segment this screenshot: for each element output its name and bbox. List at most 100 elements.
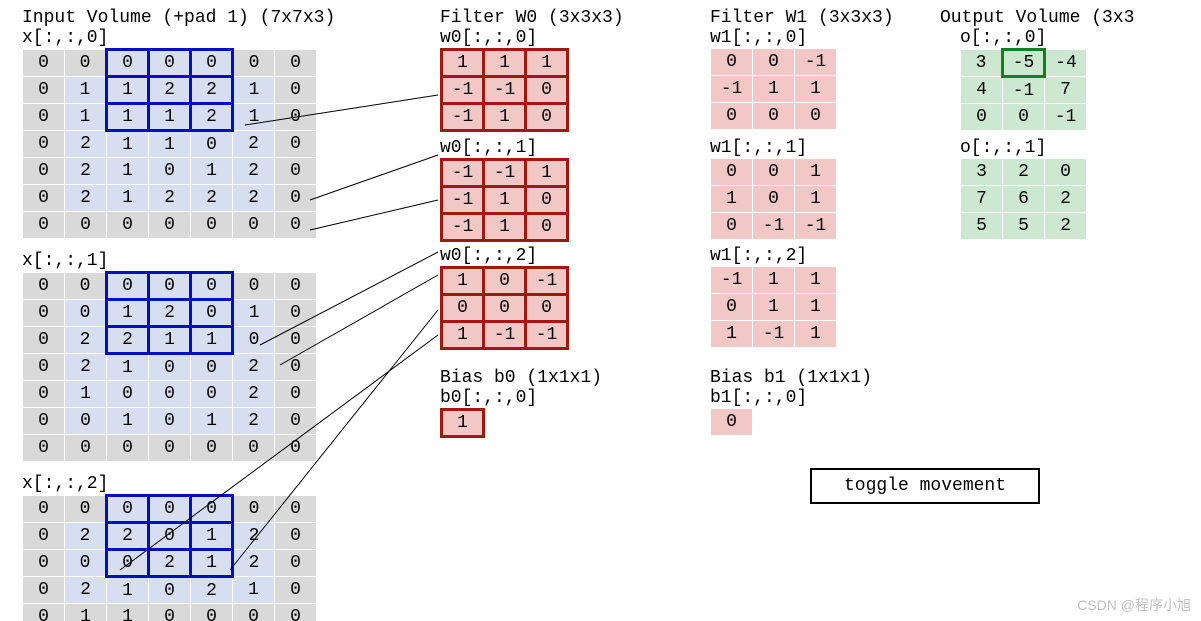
label-w0-0: w0[:,:,0] bbox=[440, 28, 537, 48]
cell: 2 bbox=[65, 131, 107, 158]
cell: 2 bbox=[65, 185, 107, 212]
cell: 2 bbox=[191, 185, 233, 212]
cell: 0 bbox=[526, 214, 568, 241]
cell: 1 bbox=[753, 76, 795, 103]
cell: -1 bbox=[484, 322, 526, 349]
cell: 2 bbox=[233, 185, 275, 212]
cell: 0 bbox=[23, 185, 65, 212]
cell: 1 bbox=[107, 300, 149, 327]
cell: 1 bbox=[484, 50, 526, 77]
cell: 1 bbox=[107, 131, 149, 158]
cell: 1 bbox=[753, 294, 795, 321]
cell: 1 bbox=[65, 104, 107, 131]
cell: 0 bbox=[484, 295, 526, 322]
cell: -1 bbox=[711, 267, 753, 294]
cell: 0 bbox=[23, 77, 65, 104]
cell: 0 bbox=[442, 295, 484, 322]
cell: 0 bbox=[149, 158, 191, 185]
cell: 0 bbox=[65, 550, 107, 577]
cell: 0 bbox=[65, 408, 107, 435]
cell: 0 bbox=[23, 131, 65, 158]
cell: 1 bbox=[442, 322, 484, 349]
cell: 0 bbox=[275, 550, 317, 577]
cell: -1 bbox=[711, 76, 753, 103]
cell: 0 bbox=[191, 131, 233, 158]
cell: 0 bbox=[65, 300, 107, 327]
cell: 1 bbox=[442, 268, 484, 295]
cell: 2 bbox=[1003, 159, 1045, 186]
label-x0: x[:,:,0] bbox=[22, 28, 108, 48]
cell: 0 bbox=[191, 50, 233, 77]
cell: 0 bbox=[23, 523, 65, 550]
cell: 3 bbox=[961, 50, 1003, 77]
cell: 0 bbox=[711, 49, 753, 76]
cell: 2 bbox=[233, 158, 275, 185]
cell: 2 bbox=[107, 523, 149, 550]
cell: 0 bbox=[275, 273, 317, 300]
cell: 1 bbox=[526, 160, 568, 187]
cell: 1 bbox=[233, 577, 275, 604]
cell: 1 bbox=[191, 158, 233, 185]
cell: 1 bbox=[795, 267, 837, 294]
cell: 0 bbox=[753, 159, 795, 186]
cell: 1 bbox=[484, 104, 526, 131]
cell: 1 bbox=[149, 131, 191, 158]
cell: 0 bbox=[149, 435, 191, 462]
cell: 0 bbox=[233, 435, 275, 462]
grid-b0: 1 bbox=[440, 408, 485, 438]
cell: 0 bbox=[753, 186, 795, 213]
cell: 0 bbox=[711, 213, 753, 240]
cell: 2 bbox=[233, 131, 275, 158]
cell: 1 bbox=[711, 186, 753, 213]
label-bias-b0: Bias b0 (1x1x1) bbox=[440, 368, 602, 388]
cell: 0 bbox=[107, 212, 149, 239]
cell: 7 bbox=[1045, 77, 1087, 104]
cell: -1 bbox=[442, 77, 484, 104]
cell: 1 bbox=[442, 410, 484, 437]
cell: 2 bbox=[149, 77, 191, 104]
cell: 1 bbox=[191, 327, 233, 354]
label-w1-1: w1[:,:,1] bbox=[710, 138, 807, 158]
cell: 0 bbox=[23, 300, 65, 327]
cell: 0 bbox=[191, 212, 233, 239]
grid-o0: 3-5-44-1700-1 bbox=[960, 48, 1087, 131]
watermark: CSDN @程序小旭 bbox=[1077, 595, 1191, 615]
cell: 0 bbox=[711, 294, 753, 321]
label-w1-2: w1[:,:,2] bbox=[710, 246, 807, 266]
cell: 0 bbox=[191, 435, 233, 462]
cell: 0 bbox=[275, 604, 317, 621]
label-x2: x[:,:,2] bbox=[22, 474, 108, 494]
cell: 1 bbox=[107, 104, 149, 131]
cell: 0 bbox=[233, 212, 275, 239]
cell: -1 bbox=[795, 49, 837, 76]
cell: 0 bbox=[233, 50, 275, 77]
cell: 0 bbox=[526, 295, 568, 322]
cell: 0 bbox=[107, 550, 149, 577]
cell: -1 bbox=[442, 214, 484, 241]
cell: 0 bbox=[191, 604, 233, 621]
cell: 0 bbox=[65, 273, 107, 300]
grid-w0-1: -1-11-110-110 bbox=[440, 158, 569, 242]
cell: 2 bbox=[149, 185, 191, 212]
cell: 0 bbox=[107, 273, 149, 300]
grid-w0-2: 10-10001-1-1 bbox=[440, 266, 569, 350]
cell: -4 bbox=[1045, 50, 1087, 77]
label-b0: b0[:,:,0] bbox=[440, 388, 537, 408]
toggle-movement-button[interactable]: toggle movement bbox=[810, 468, 1040, 504]
cell: 0 bbox=[711, 103, 753, 130]
cell: 1 bbox=[795, 186, 837, 213]
cell: 2 bbox=[233, 550, 275, 577]
cell: 1 bbox=[795, 294, 837, 321]
cell: 0 bbox=[23, 550, 65, 577]
cell: -1 bbox=[753, 213, 795, 240]
cell: -1 bbox=[526, 268, 568, 295]
cell: 0 bbox=[23, 408, 65, 435]
cell: 0 bbox=[23, 327, 65, 354]
grid-x0: 0000000011221001112100211020021012002122… bbox=[22, 48, 317, 239]
cell: 0 bbox=[191, 300, 233, 327]
cell: 0 bbox=[23, 354, 65, 381]
cell: 1 bbox=[484, 187, 526, 214]
grid-x2: 00000000220120000212002102100110000 bbox=[22, 494, 317, 621]
cell: 0 bbox=[107, 496, 149, 523]
cell: 2 bbox=[65, 577, 107, 604]
